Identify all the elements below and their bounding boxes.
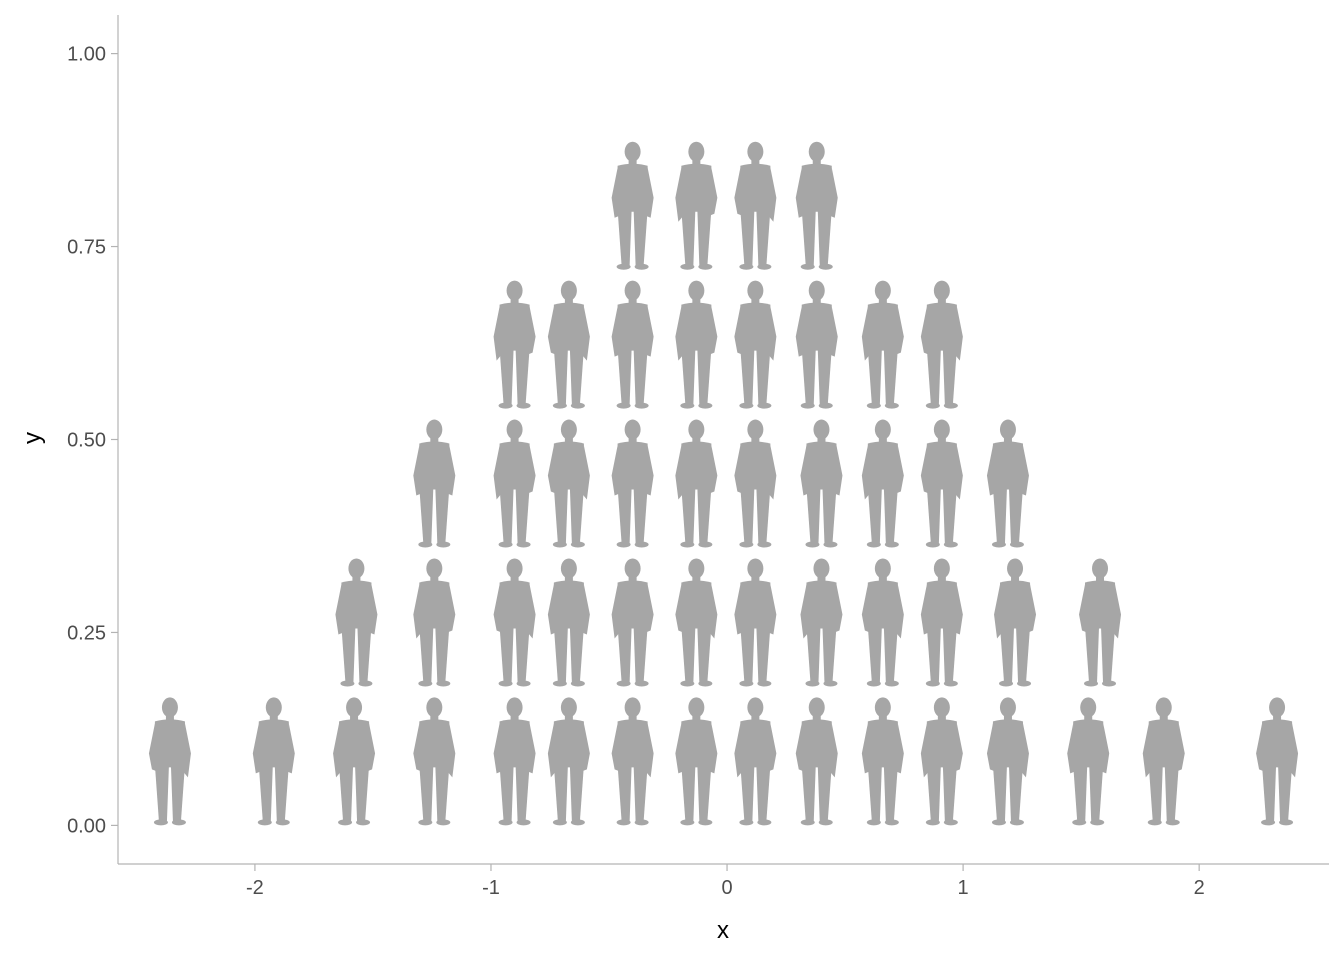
person-point	[252, 697, 295, 826]
person-point	[920, 419, 963, 548]
person-point	[547, 697, 590, 826]
x-tick-label: -1	[482, 877, 500, 899]
person-point	[734, 558, 777, 687]
person-point	[493, 558, 536, 687]
person-point	[795, 280, 838, 409]
person-point	[675, 141, 718, 270]
person-point	[920, 697, 963, 826]
person-point	[611, 280, 654, 409]
x-tick-label: -2	[246, 877, 264, 899]
person-point	[986, 697, 1029, 826]
person-point	[795, 697, 838, 826]
y-axis-ticks: 0.00 0.25 0.50 0.75 1.00	[67, 44, 118, 837]
person-point	[675, 697, 718, 826]
person-point	[800, 419, 843, 548]
person-point	[795, 141, 838, 270]
person-point	[675, 558, 718, 687]
person-point	[861, 697, 904, 826]
y-tick-label: 0.25	[67, 622, 106, 644]
person-point	[675, 280, 718, 409]
person-point	[920, 558, 963, 687]
data-points	[148, 141, 1299, 826]
person-point	[547, 419, 590, 548]
y-tick-label: 0.75	[67, 237, 106, 259]
person-point	[413, 697, 456, 826]
person-point	[493, 280, 536, 409]
y-tick-label: 1.00	[67, 44, 106, 66]
person-point	[611, 558, 654, 687]
person-point	[493, 697, 536, 826]
person-point	[611, 419, 654, 548]
person-point	[734, 419, 777, 548]
x-tick-label: 1	[958, 877, 969, 899]
person-point	[547, 280, 590, 409]
person-point	[493, 419, 536, 548]
person-point	[1142, 697, 1185, 826]
y-tick-label: 0.00	[67, 815, 106, 837]
person-point	[547, 558, 590, 687]
x-tick-label: 0	[721, 877, 732, 899]
person-point	[335, 558, 378, 687]
person-point	[734, 697, 777, 826]
person-point	[986, 419, 1029, 548]
x-axis-ticks: -2 -1 0 1 2	[246, 864, 1205, 899]
person-point	[611, 141, 654, 270]
person-point	[994, 558, 1037, 687]
plot-area: -2 -1 0 1 2 0.00 0.25 0.50 0.75 1.00	[67, 15, 1329, 899]
y-axis-title: y	[19, 432, 46, 444]
x-tick-label: 2	[1194, 877, 1205, 899]
person-point	[675, 419, 718, 548]
y-tick-label: 0.50	[67, 430, 106, 452]
person-point	[611, 697, 654, 826]
person-point	[413, 558, 456, 687]
person-point	[333, 697, 376, 826]
person-point	[148, 697, 191, 826]
x-axis-title: x	[717, 917, 729, 944]
person-point	[861, 558, 904, 687]
person-point	[861, 419, 904, 548]
person-point	[1067, 697, 1110, 826]
person-point	[1079, 558, 1122, 687]
person-point	[920, 280, 963, 409]
person-point	[734, 141, 777, 270]
person-point	[413, 419, 456, 548]
person-point	[861, 280, 904, 409]
person-point	[734, 280, 777, 409]
person-point	[800, 558, 843, 687]
person-point	[1256, 697, 1299, 826]
